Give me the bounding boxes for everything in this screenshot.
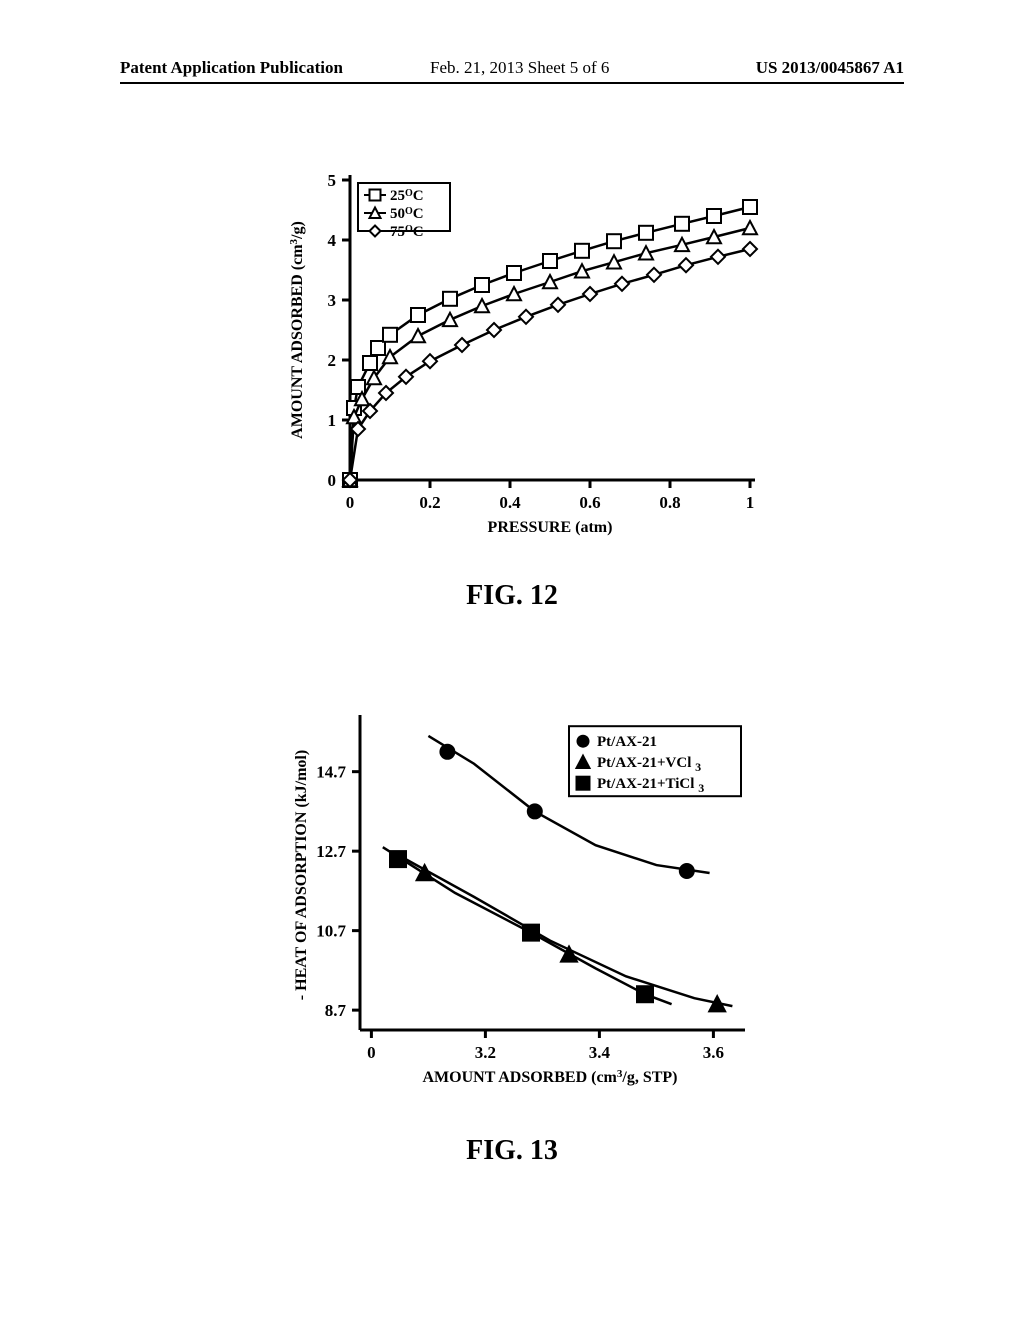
svg-text:0: 0 [328, 471, 337, 490]
page: Patent Application Publication Feb. 21, … [0, 0, 1024, 1320]
svg-text:0: 0 [346, 493, 355, 512]
svg-text:3.4: 3.4 [589, 1043, 611, 1062]
figure-12: 0 0.2 0.4 0.6 0.8 1 0 1 2 3 4 5 PRESSURE (atm) AMOUNT… [270, 160, 770, 560]
svg-text:0.8: 0.8 [659, 493, 680, 512]
svg-text:0.6: 0.6 [579, 493, 600, 512]
header-rule [120, 82, 904, 84]
svg-text:3.2: 3.2 [475, 1043, 496, 1062]
svg-text:3.6: 3.6 [703, 1043, 724, 1062]
svg-text:Pt/AX-21: Pt/AX-21 [597, 734, 657, 750]
header-left: Patent Application Publication [120, 58, 343, 78]
svg-text:8.7: 8.7 [325, 1001, 347, 1020]
svg-text:AMOUNT ADSORBED (cm3/g, STP): AMOUNT ADSORBED (cm3/g, STP) [423, 1068, 678, 1086]
svg-text:2: 2 [328, 351, 337, 370]
header-right: US 2013/0045867 A1 [756, 58, 904, 78]
svg-text:1: 1 [328, 411, 337, 430]
svg-text:1: 1 [746, 493, 755, 512]
svg-text:PRESSURE (atm): PRESSURE (atm) [488, 519, 613, 536]
fig13-caption: FIG. 13 [412, 1135, 612, 1167]
figure-13: 0 3.2 3.4 3.6 8.7 10.7 12.7 14.7 AMOUNT ADSORBED… [270, 700, 770, 1100]
svg-text:AMOUNT ADSORBED (cm3/g): AMOUNT ADSORBED (cm3/g) [288, 221, 306, 439]
svg-text:12.7: 12.7 [316, 842, 346, 861]
page-header: Patent Application Publication Feb. 21, … [0, 58, 1024, 88]
svg-text:0.4: 0.4 [499, 493, 521, 512]
fig13-svg: 0 3.2 3.4 3.6 8.7 10.7 12.7 14.7 AMOUNT ADSORBED… [270, 700, 770, 1100]
svg-text:3: 3 [328, 291, 337, 310]
fig12-caption: FIG. 12 [412, 580, 612, 612]
svg-text:10.7: 10.7 [316, 922, 346, 941]
svg-text:75OC: 75OC [390, 224, 424, 240]
svg-text:5: 5 [328, 171, 337, 190]
fig12-svg: 0 0.2 0.4 0.6 0.8 1 0 1 2 3 4 5 PRESSURE (atm) AMOUNT… [270, 160, 770, 560]
svg-text:14.7: 14.7 [316, 763, 346, 782]
svg-text:4: 4 [328, 231, 337, 250]
svg-text:- HEAT OF ADSORPTION (kJ/mol): - HEAT OF ADSORPTION (kJ/mol) [293, 750, 310, 1000]
header-mid: Feb. 21, 2013 Sheet 5 of 6 [430, 58, 609, 78]
svg-text:0.2: 0.2 [419, 493, 440, 512]
svg-text:0: 0 [367, 1043, 376, 1062]
